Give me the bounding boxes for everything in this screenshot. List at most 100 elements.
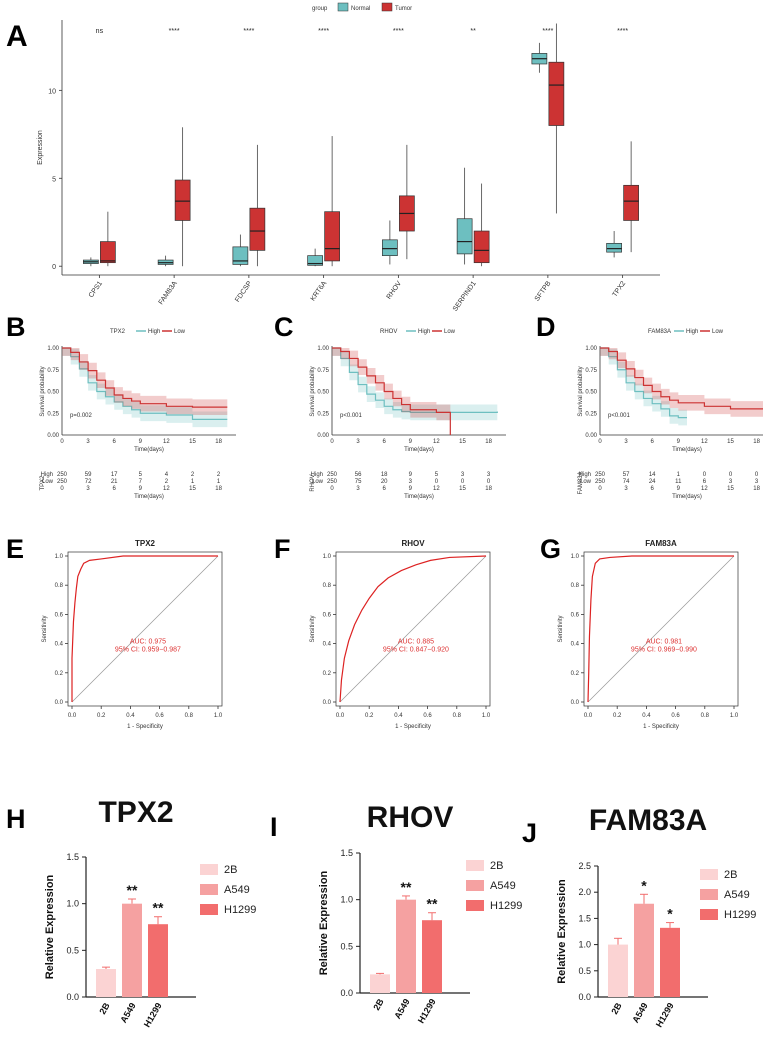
x-axis-label: Time(days) <box>404 447 434 453</box>
risk-low-count: 75 <box>355 479 362 485</box>
panel-label-D: D <box>536 312 556 342</box>
tumor-box <box>174 179 191 221</box>
category-label: H1299 <box>416 997 438 1025</box>
legend-label-tumor: Tumor <box>395 6 412 12</box>
risk-x-tick-label: 9 <box>139 486 143 492</box>
diagonal-reference <box>587 555 735 703</box>
risk-low-count: 3 <box>409 479 413 485</box>
legend-swatch-a549 <box>200 884 218 895</box>
category-label: CPS1 <box>88 280 104 299</box>
y-tick-label: 0.0 <box>578 992 591 1002</box>
bar-h1299 <box>660 927 680 997</box>
bar-2b <box>96 969 116 997</box>
risk-row-low: Low <box>580 479 592 485</box>
y-tick-label: 0.6 <box>323 612 332 618</box>
tumor-box <box>324 211 340 262</box>
risk-high-count: 57 <box>623 472 630 478</box>
x-tick-label: 0.0 <box>584 713 593 719</box>
legend-swatch-normal <box>337 2 349 12</box>
bar-a549 <box>634 903 654 997</box>
x-tick-label: 0.4 <box>126 713 135 719</box>
significance-label: ** <box>127 882 138 898</box>
x-tick-label: 0.2 <box>613 713 622 719</box>
risk-x-tick-label: 6 <box>113 486 117 492</box>
risk-high-count: 250 <box>327 472 338 478</box>
risk-high-count: 4 <box>165 472 169 478</box>
x-tick-label: 0.8 <box>701 713 710 719</box>
risk-table-header: Time(days) <box>404 494 434 500</box>
x-tick-label: 6 <box>383 439 387 445</box>
normal-box <box>307 255 323 266</box>
diagonal-reference <box>71 555 219 703</box>
y-tick-label: 0 <box>52 264 56 271</box>
category-label: A549 <box>118 1001 137 1025</box>
x-axis-label: Time(days) <box>134 447 164 453</box>
legend-swatch-h1299 <box>700 909 718 920</box>
y-tick-label: 0.75 <box>585 368 597 374</box>
category-label: 2B <box>97 1001 112 1016</box>
y-tick-label: 1.0 <box>323 554 332 560</box>
y-tick-label: 1.5 <box>66 852 79 862</box>
category-label: SERPIND1 <box>452 280 478 313</box>
y-axis-label: Sensitivity <box>42 615 48 642</box>
legend-title: TPX2 <box>110 329 126 335</box>
risk-x-tick-label: 0 <box>598 486 602 492</box>
x-tick-label: 0.2 <box>97 713 106 719</box>
risk-high-count: 0 <box>755 472 759 478</box>
bar-h1299 <box>422 920 442 993</box>
y-tick-label: 0.0 <box>66 992 79 1002</box>
risk-low-count: 250 <box>595 479 606 485</box>
y-tick-label: 1.0 <box>571 554 580 560</box>
tumor-box <box>473 230 490 264</box>
x-tick-label: 0 <box>60 439 64 445</box>
bar-h1299 <box>148 924 168 997</box>
x-tick-label: 0.4 <box>394 713 403 719</box>
y-tick-label: 0.50 <box>47 390 59 396</box>
x-tick-label: 0.4 <box>642 713 651 719</box>
risk-high-count: 17 <box>111 472 118 478</box>
legend-label-h1299: H1299 <box>224 904 256 916</box>
risk-x-tick-label: 6 <box>651 486 655 492</box>
x-tick-label: 3 <box>624 439 628 445</box>
y-tick-label: 0.00 <box>585 433 597 439</box>
roc-curve <box>339 555 487 703</box>
risk-table-label: RHOV <box>310 474 316 491</box>
bar-2b <box>370 974 390 993</box>
risk-high-count: 18 <box>381 472 388 478</box>
y-tick-label: 0.2 <box>571 671 580 677</box>
panel-f-roc: RHOV 0.0 0.0 0.2 0.2 0.4 0.4 0.6 0.6 0.8 0.8 1.0 1.0… <box>310 539 491 730</box>
risk-high-count: 9 <box>409 472 413 478</box>
risk-x-tick-label: 6 <box>383 486 387 492</box>
y-tick-label: 0.8 <box>55 583 64 589</box>
legend-label-2b: 2B <box>490 860 503 872</box>
y-tick-label: 0.4 <box>571 642 580 648</box>
legend-swatch-2b <box>466 860 484 871</box>
y-tick-label: 0.2 <box>323 671 332 677</box>
legend-low: Low <box>444 329 456 335</box>
significance-label: **** <box>169 28 180 35</box>
risk-x-tick-label: 18 <box>215 486 222 492</box>
risk-table-header: Time(days) <box>134 494 164 500</box>
x-tick-label: 9 <box>677 439 681 445</box>
risk-low-count: 3 <box>755 479 759 485</box>
high-confidence-band <box>600 348 687 426</box>
low-confidence-band <box>600 348 763 417</box>
category-label: FDCSP <box>234 280 254 304</box>
p-value: p<0.001 <box>608 413 631 419</box>
risk-table-label: TPX2 <box>40 475 46 491</box>
risk-x-tick-label: 3 <box>356 486 360 492</box>
x-tick-label: 18 <box>215 439 222 445</box>
significance-label: ** <box>401 879 412 895</box>
risk-low-count: 0 <box>435 479 439 485</box>
y-tick-label: 1.00 <box>585 346 597 352</box>
x-tick-label: 0.2 <box>365 713 374 719</box>
bar-2b <box>608 944 628 997</box>
risk-high-count: 3 <box>487 472 491 478</box>
tumor-box <box>249 207 266 251</box>
significance-label: ** <box>470 28 476 35</box>
x-axis-label: 1 - Specificity <box>127 724 163 730</box>
y-tick-label: 0.50 <box>585 390 597 396</box>
x-tick-label: 1.0 <box>730 713 739 719</box>
legend-swatch-a549 <box>466 880 484 891</box>
tumor-box <box>623 184 639 221</box>
